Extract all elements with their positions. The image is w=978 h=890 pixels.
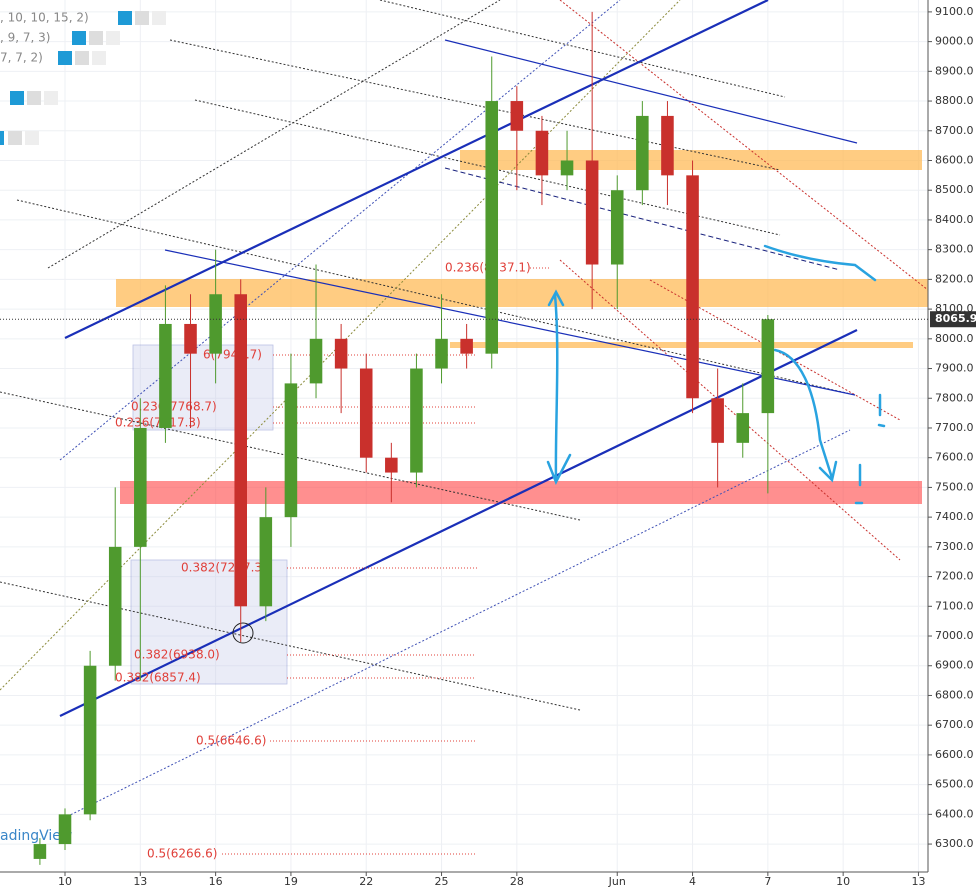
indicator-icons[interactable] bbox=[0, 11, 166, 145]
x-tick-label: 28 bbox=[510, 875, 524, 888]
watermark: adingView bbox=[0, 828, 72, 844]
y-tick-label: 6800.0 bbox=[935, 688, 974, 701]
candle-body bbox=[58, 814, 72, 845]
fib-label: 0.5(6266.6) bbox=[147, 847, 217, 861]
price-axis bbox=[928, 0, 978, 890]
indicator-label: , 10, 10, 15, 2) bbox=[0, 11, 89, 25]
y-tick-label: 7300.0 bbox=[935, 540, 974, 553]
candle-body bbox=[661, 115, 674, 176]
x-tick-label: 10 bbox=[58, 875, 72, 888]
y-tick-label: 6700.0 bbox=[935, 718, 974, 731]
y-tick-label: 6600.0 bbox=[935, 748, 974, 761]
fib-label: 0.5(6646.6) bbox=[196, 734, 266, 748]
drawing bbox=[546, 244, 886, 505]
fib-box bbox=[132, 344, 274, 431]
candle-body bbox=[33, 844, 47, 859]
y-tick-label: 6500.0 bbox=[935, 778, 974, 791]
y-tick-label: 9000.0 bbox=[935, 35, 974, 48]
candle-body bbox=[134, 427, 147, 547]
candle-body bbox=[108, 546, 122, 666]
y-tick-label: 8500.0 bbox=[935, 183, 974, 196]
resistance-zone bbox=[460, 150, 922, 170]
fib-label: 0.236(7768.7) bbox=[131, 400, 217, 414]
y-tick-label: 8900.0 bbox=[935, 64, 974, 77]
x-tick-label: 4 bbox=[689, 875, 696, 888]
y-tick-label: 7400.0 bbox=[935, 510, 974, 523]
support-zone bbox=[450, 342, 913, 348]
x-tick-label: 16 bbox=[209, 875, 223, 888]
channel-line bbox=[64, 0, 769, 339]
candle-body bbox=[234, 294, 247, 607]
time-axis bbox=[0, 872, 978, 890]
y-tick-label: 8800.0 bbox=[935, 94, 974, 107]
x-tick-label: 7 bbox=[764, 875, 771, 888]
y-tick-label: 7200.0 bbox=[935, 570, 974, 583]
y-tick-label: 7800.0 bbox=[935, 391, 974, 404]
fib-label: 0.236(7717.3) bbox=[115, 416, 201, 430]
indicator-label: 7, 7, 2) bbox=[0, 51, 43, 65]
x-tick-label: 13 bbox=[133, 875, 147, 888]
x-tick-label: 25 bbox=[435, 875, 449, 888]
y-tick-label: 8400.0 bbox=[935, 213, 974, 226]
y-tick-label: 7500.0 bbox=[935, 480, 974, 493]
highlight-circle bbox=[232, 622, 254, 644]
y-tick-label: 6300.0 bbox=[935, 837, 974, 850]
candle-body bbox=[711, 398, 724, 443]
candle-body bbox=[485, 101, 499, 354]
y-tick-label: 7900.0 bbox=[935, 362, 974, 375]
x-tick-label: Jun bbox=[608, 875, 626, 888]
candle-body bbox=[610, 190, 624, 265]
candle-body bbox=[686, 175, 699, 399]
trend-line bbox=[164, 249, 856, 396]
fib-label: 0.382(7227.3) bbox=[181, 561, 267, 575]
x-tick-label: 10 bbox=[836, 875, 850, 888]
y-tick-label: 7000.0 bbox=[935, 629, 974, 642]
y-tick-label: 8000.0 bbox=[935, 332, 974, 345]
y-tick-label: 8300.0 bbox=[935, 243, 974, 256]
candle-body bbox=[284, 383, 298, 518]
candle-body bbox=[535, 130, 549, 176]
last-price-box bbox=[930, 311, 976, 328]
candle-body bbox=[560, 160, 574, 176]
y-tick-label: 8200.0 bbox=[935, 272, 974, 285]
channel-line bbox=[59, 329, 858, 717]
candle-body bbox=[83, 665, 97, 815]
y-tick-label: 6400.0 bbox=[935, 807, 974, 820]
candle-body bbox=[184, 323, 197, 354]
fib-label: 0.382(6857.4) bbox=[115, 671, 201, 685]
candle-body bbox=[359, 368, 373, 458]
candle-body bbox=[410, 368, 423, 473]
y-tick-label: 7600.0 bbox=[935, 451, 974, 464]
candle-body bbox=[209, 294, 222, 354]
candle-body bbox=[159, 323, 172, 428]
candle-body bbox=[385, 457, 398, 473]
indicator-label: , 9, 7, 3) bbox=[0, 31, 50, 45]
y-tick-label: 9100.0 bbox=[935, 5, 974, 18]
candles bbox=[33, 11, 775, 865]
candle-body bbox=[309, 338, 323, 384]
candle-body bbox=[736, 413, 750, 443]
candle-body bbox=[585, 160, 599, 265]
x-tick-label: 22 bbox=[359, 875, 373, 888]
y-tick-label: 8600.0 bbox=[935, 153, 974, 166]
y-tick-label: 6900.0 bbox=[935, 659, 974, 672]
resistance-zone bbox=[116, 279, 928, 307]
last-price-label: 8065.9 bbox=[935, 312, 977, 325]
candle-body bbox=[510, 101, 524, 131]
candle-body bbox=[435, 338, 448, 369]
y-tick-label: 7100.0 bbox=[935, 599, 974, 612]
x-tick-label: 13 bbox=[911, 875, 925, 888]
fib-label: 0.382(6938.0) bbox=[134, 648, 220, 662]
candle-body bbox=[636, 115, 649, 191]
fib-labels: 0.236(8237.1) 6(7944.7) 0.236(7768.7) 0.… bbox=[115, 261, 531, 861]
candle-body bbox=[259, 517, 273, 607]
trend-line bbox=[444, 39, 858, 144]
candle-body bbox=[460, 338, 473, 354]
candle-body bbox=[761, 319, 775, 414]
y-tick-label: 8700.0 bbox=[935, 124, 974, 137]
x-tick-label: 19 bbox=[284, 875, 298, 888]
y-tick-label: 7700.0 bbox=[935, 421, 974, 434]
candle-body bbox=[334, 338, 348, 369]
